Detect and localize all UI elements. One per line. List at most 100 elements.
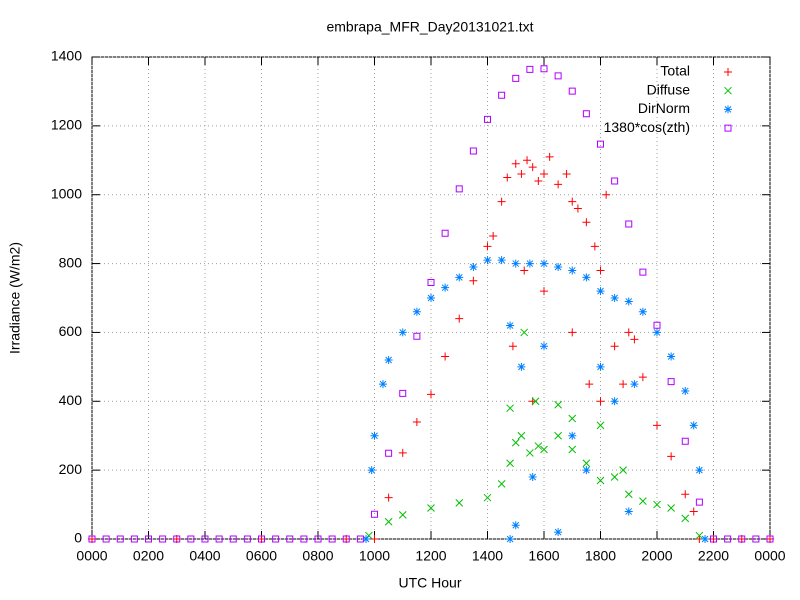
point bbox=[159, 535, 167, 543]
point bbox=[596, 362, 605, 371]
point bbox=[412, 417, 421, 426]
point bbox=[328, 535, 336, 543]
point bbox=[398, 328, 407, 337]
point bbox=[568, 197, 577, 206]
point bbox=[667, 504, 675, 512]
point bbox=[412, 307, 421, 316]
x-tick-label: 0000 bbox=[754, 548, 785, 564]
point bbox=[145, 535, 152, 543]
point bbox=[653, 328, 661, 337]
point bbox=[701, 535, 710, 543]
point bbox=[506, 404, 514, 413]
point bbox=[286, 535, 294, 543]
point bbox=[229, 535, 237, 543]
chart-title: embrapa_MFR_Day20131021.txt bbox=[326, 19, 533, 35]
point bbox=[639, 268, 647, 276]
point bbox=[469, 147, 477, 155]
point bbox=[630, 380, 639, 389]
point bbox=[243, 535, 251, 543]
x-tick-label: 1600 bbox=[528, 548, 559, 564]
point bbox=[517, 431, 526, 440]
point bbox=[116, 535, 124, 543]
point bbox=[483, 256, 492, 265]
point bbox=[689, 507, 698, 516]
point bbox=[695, 531, 704, 540]
point bbox=[638, 373, 647, 382]
point bbox=[681, 490, 690, 499]
y-tick-label: 1200 bbox=[51, 117, 82, 133]
point bbox=[596, 287, 605, 296]
point bbox=[455, 498, 464, 507]
point bbox=[384, 517, 393, 526]
point bbox=[398, 448, 407, 457]
x-tick-label: 0400 bbox=[189, 548, 220, 564]
x-tick-label: 0200 bbox=[133, 548, 164, 564]
point bbox=[130, 535, 138, 543]
legend-label: DirNorm bbox=[638, 100, 690, 116]
x-tick-label: 1400 bbox=[472, 548, 503, 564]
point bbox=[503, 173, 512, 182]
point bbox=[681, 386, 690, 395]
point bbox=[695, 498, 703, 506]
point bbox=[681, 514, 690, 523]
point bbox=[590, 242, 599, 251]
point bbox=[511, 521, 520, 530]
point bbox=[582, 466, 591, 475]
point bbox=[597, 140, 604, 148]
point bbox=[610, 294, 619, 302]
point bbox=[568, 87, 576, 95]
point bbox=[568, 328, 577, 337]
point bbox=[531, 397, 540, 406]
point bbox=[611, 177, 619, 185]
point bbox=[511, 438, 520, 447]
point bbox=[441, 229, 449, 237]
point bbox=[398, 511, 407, 519]
point bbox=[362, 535, 371, 543]
point bbox=[489, 232, 498, 241]
legend-marker bbox=[724, 68, 732, 76]
point bbox=[619, 380, 628, 389]
point bbox=[427, 279, 435, 287]
point bbox=[596, 397, 605, 406]
point bbox=[506, 321, 515, 330]
point bbox=[511, 159, 520, 168]
point bbox=[455, 314, 464, 323]
point bbox=[455, 273, 464, 282]
point bbox=[624, 507, 633, 516]
point bbox=[625, 220, 633, 228]
point bbox=[540, 259, 548, 268]
point bbox=[554, 72, 562, 80]
point bbox=[441, 283, 450, 292]
x-tick-label: 0000 bbox=[76, 548, 107, 564]
point bbox=[427, 504, 435, 512]
point bbox=[624, 328, 633, 337]
point bbox=[653, 421, 661, 430]
x-tick-label: 1200 bbox=[415, 548, 446, 564]
point bbox=[497, 480, 506, 488]
point bbox=[455, 185, 463, 193]
x-tick-label: 2000 bbox=[641, 548, 672, 564]
x-tick-label: 0800 bbox=[302, 548, 333, 564]
point bbox=[342, 535, 350, 543]
point bbox=[610, 342, 619, 351]
point bbox=[497, 197, 506, 206]
point bbox=[512, 74, 520, 82]
point bbox=[528, 473, 537, 482]
point bbox=[441, 352, 450, 361]
point bbox=[523, 156, 532, 165]
point bbox=[681, 437, 689, 445]
legend-marker bbox=[724, 124, 732, 132]
point bbox=[399, 389, 407, 397]
point bbox=[540, 65, 548, 73]
point bbox=[619, 466, 627, 474]
point bbox=[568, 414, 577, 423]
y-tick-label: 800 bbox=[59, 254, 83, 270]
point bbox=[585, 380, 594, 389]
point bbox=[540, 445, 548, 454]
y-axis-label: Irradiance (W/m2) bbox=[7, 242, 23, 354]
x-tick-label: 1800 bbox=[585, 548, 616, 564]
y-tick-label: 200 bbox=[59, 461, 83, 477]
legend-marker bbox=[724, 105, 732, 114]
point bbox=[534, 176, 543, 185]
